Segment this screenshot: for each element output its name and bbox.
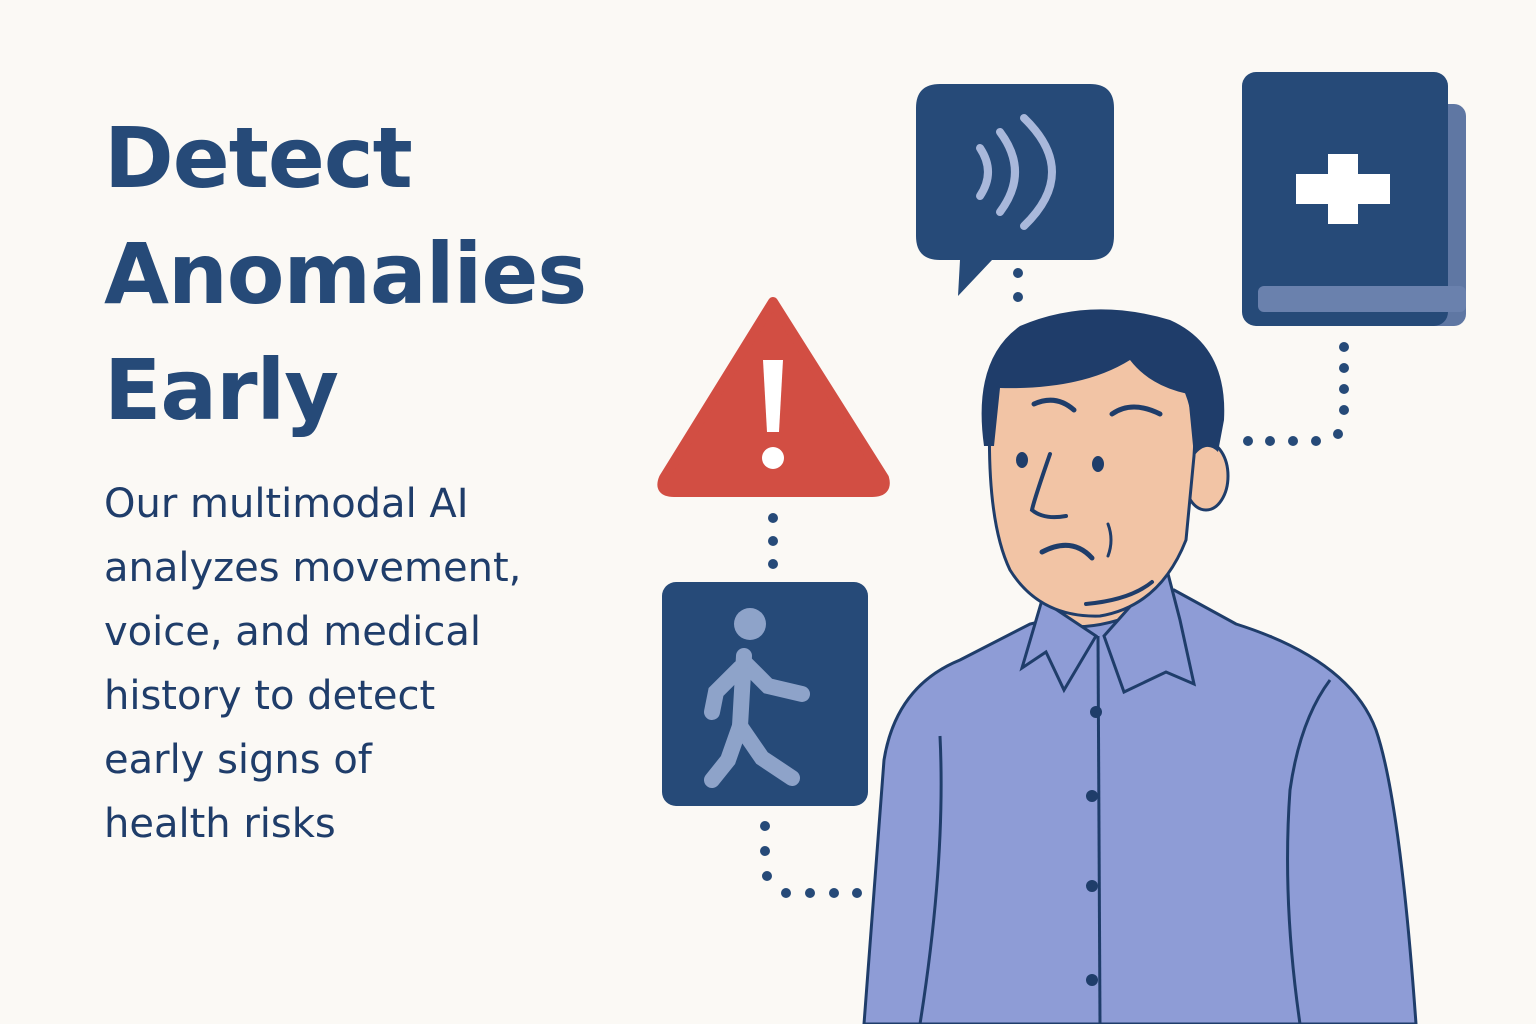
medical-record-book-icon xyxy=(1242,72,1466,326)
walking-person-icon xyxy=(662,582,868,806)
worried-person-illustration xyxy=(862,309,1418,1024)
body-line: health risks xyxy=(104,801,336,847)
body-line: analyzes movement, xyxy=(104,545,522,591)
voice-speech-bubble-icon xyxy=(916,84,1114,296)
headline-line: Anomalies xyxy=(104,225,587,323)
headline: Detect Anomalies Early xyxy=(104,100,664,448)
warning-triangle-icon xyxy=(657,297,890,497)
body-text: Our multimodal AI analyzes movement, voi… xyxy=(104,472,664,856)
headline-line: Detect xyxy=(104,109,413,207)
body-line: voice, and medical xyxy=(104,609,481,655)
body-line: history to detect xyxy=(104,673,436,719)
body-line: Our multimodal AI xyxy=(104,481,469,527)
body-line: early signs of xyxy=(104,737,372,783)
dotted-connectors xyxy=(760,268,1349,898)
headline-line: Early xyxy=(104,341,339,439)
